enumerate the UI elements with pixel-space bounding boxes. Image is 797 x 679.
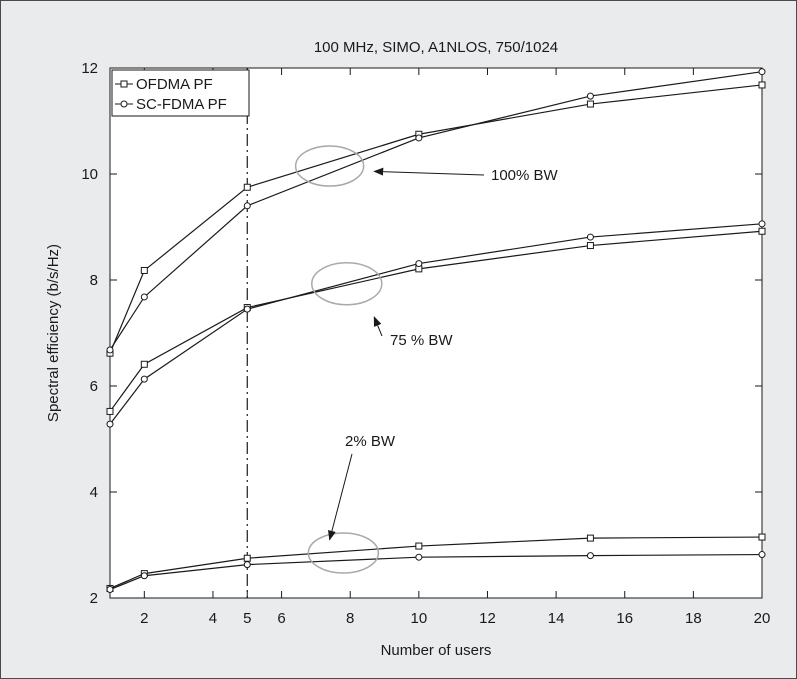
x-tick-label: 5 — [243, 610, 251, 627]
data-point-circle — [758, 551, 766, 559]
series-line — [109, 71, 763, 351]
plot-area — [109, 67, 763, 599]
series-line — [109, 84, 763, 354]
series-line — [109, 230, 763, 412]
x-tick-label: 8 — [346, 610, 354, 627]
data-point-square — [243, 183, 251, 191]
data-point-circle — [106, 586, 114, 594]
data-point-circle — [758, 68, 766, 76]
x-tick-label: 6 — [277, 610, 285, 627]
legend: OFDMA PF SC-FDMA PF — [111, 69, 250, 117]
data-point-square — [586, 100, 594, 108]
data-point-circle — [586, 552, 594, 560]
data-point-circle — [243, 305, 251, 313]
y-tick-label: 12 — [81, 60, 98, 77]
x-tick-label: 10 — [410, 610, 427, 627]
y-tick-label: 8 — [90, 272, 98, 289]
data-point-square — [758, 81, 766, 89]
data-point-circle — [140, 375, 148, 383]
series-circle-5 — [106, 551, 766, 594]
data-point-circle — [586, 92, 594, 100]
x-tick-label: 2 — [140, 610, 148, 627]
x-axis-label: Number of users — [381, 642, 492, 659]
data-point-square — [758, 533, 766, 541]
x-tick-label: 14 — [548, 610, 565, 627]
series-line — [109, 553, 763, 591]
data-point-circle — [586, 233, 594, 241]
data-point-circle — [415, 260, 423, 268]
data-point-circle — [140, 572, 148, 580]
x-tick-label: 4 — [209, 610, 217, 627]
data-point-circle — [415, 134, 423, 142]
annotations-layer: 100% BW 75 % BW 2% BW — [294, 145, 559, 574]
y-tick-label: 10 — [81, 166, 98, 183]
annotation-label: 75 % BW — [390, 332, 453, 349]
annotation-ellipse — [311, 261, 383, 306]
data-point-circle — [415, 553, 423, 561]
data-point-square — [106, 407, 114, 415]
data-point-square — [586, 242, 594, 250]
x-tick-label: 20 — [754, 610, 771, 627]
annotation-label: 100% BW — [491, 167, 559, 184]
x-axis-ticks: 2 4 5 6 8 10 12 14 16 18 20 — [140, 68, 770, 627]
legend-marker-circle — [120, 100, 128, 108]
annotation-ellipse — [294, 145, 365, 187]
legend-box — [111, 69, 250, 117]
legend-label-scfdma: SC-FDMA PF — [136, 96, 227, 113]
annotation-arrow — [373, 167, 485, 176]
series-line — [109, 223, 763, 425]
x-tick-label: 12 — [479, 610, 496, 627]
annotation-label: 2% BW — [345, 433, 396, 450]
data-point-circle — [106, 420, 114, 428]
y-axis-label: Spectral efficiency (b/s/Hz) — [45, 244, 62, 422]
annotation-arrow — [373, 316, 383, 337]
series-circle-3 — [106, 220, 766, 428]
y-axis-ticks: 2 4 6 8 10 12 — [81, 60, 762, 607]
data-point-square — [140, 360, 148, 368]
y-tick-label: 2 — [90, 590, 98, 607]
y-tick-label: 6 — [90, 378, 98, 395]
series-circle-1 — [106, 68, 766, 354]
data-point-circle — [140, 293, 148, 301]
series-line — [109, 536, 763, 590]
y-tick-label: 4 — [90, 484, 98, 501]
legend-marker-square — [120, 80, 128, 88]
x-tick-label: 16 — [616, 610, 633, 627]
data-point-square — [415, 542, 423, 550]
data-point-square — [758, 227, 766, 235]
annotation-arrow — [328, 453, 353, 541]
data-point-square — [586, 534, 594, 542]
data-point-square — [243, 554, 251, 562]
series-layer — [106, 68, 766, 594]
chart-title: 100 MHz, SIMO, A1NLOS, 750/1024 — [314, 39, 558, 56]
data-point-circle — [758, 220, 766, 228]
data-point-circle — [106, 346, 114, 354]
annotation-ellipse — [307, 532, 380, 574]
data-point-square — [140, 266, 148, 274]
legend-label-ofdma: OFDMA PF — [136, 76, 213, 93]
data-point-circle — [243, 561, 251, 569]
data-point-circle — [243, 202, 251, 210]
x-tick-label: 18 — [685, 610, 702, 627]
